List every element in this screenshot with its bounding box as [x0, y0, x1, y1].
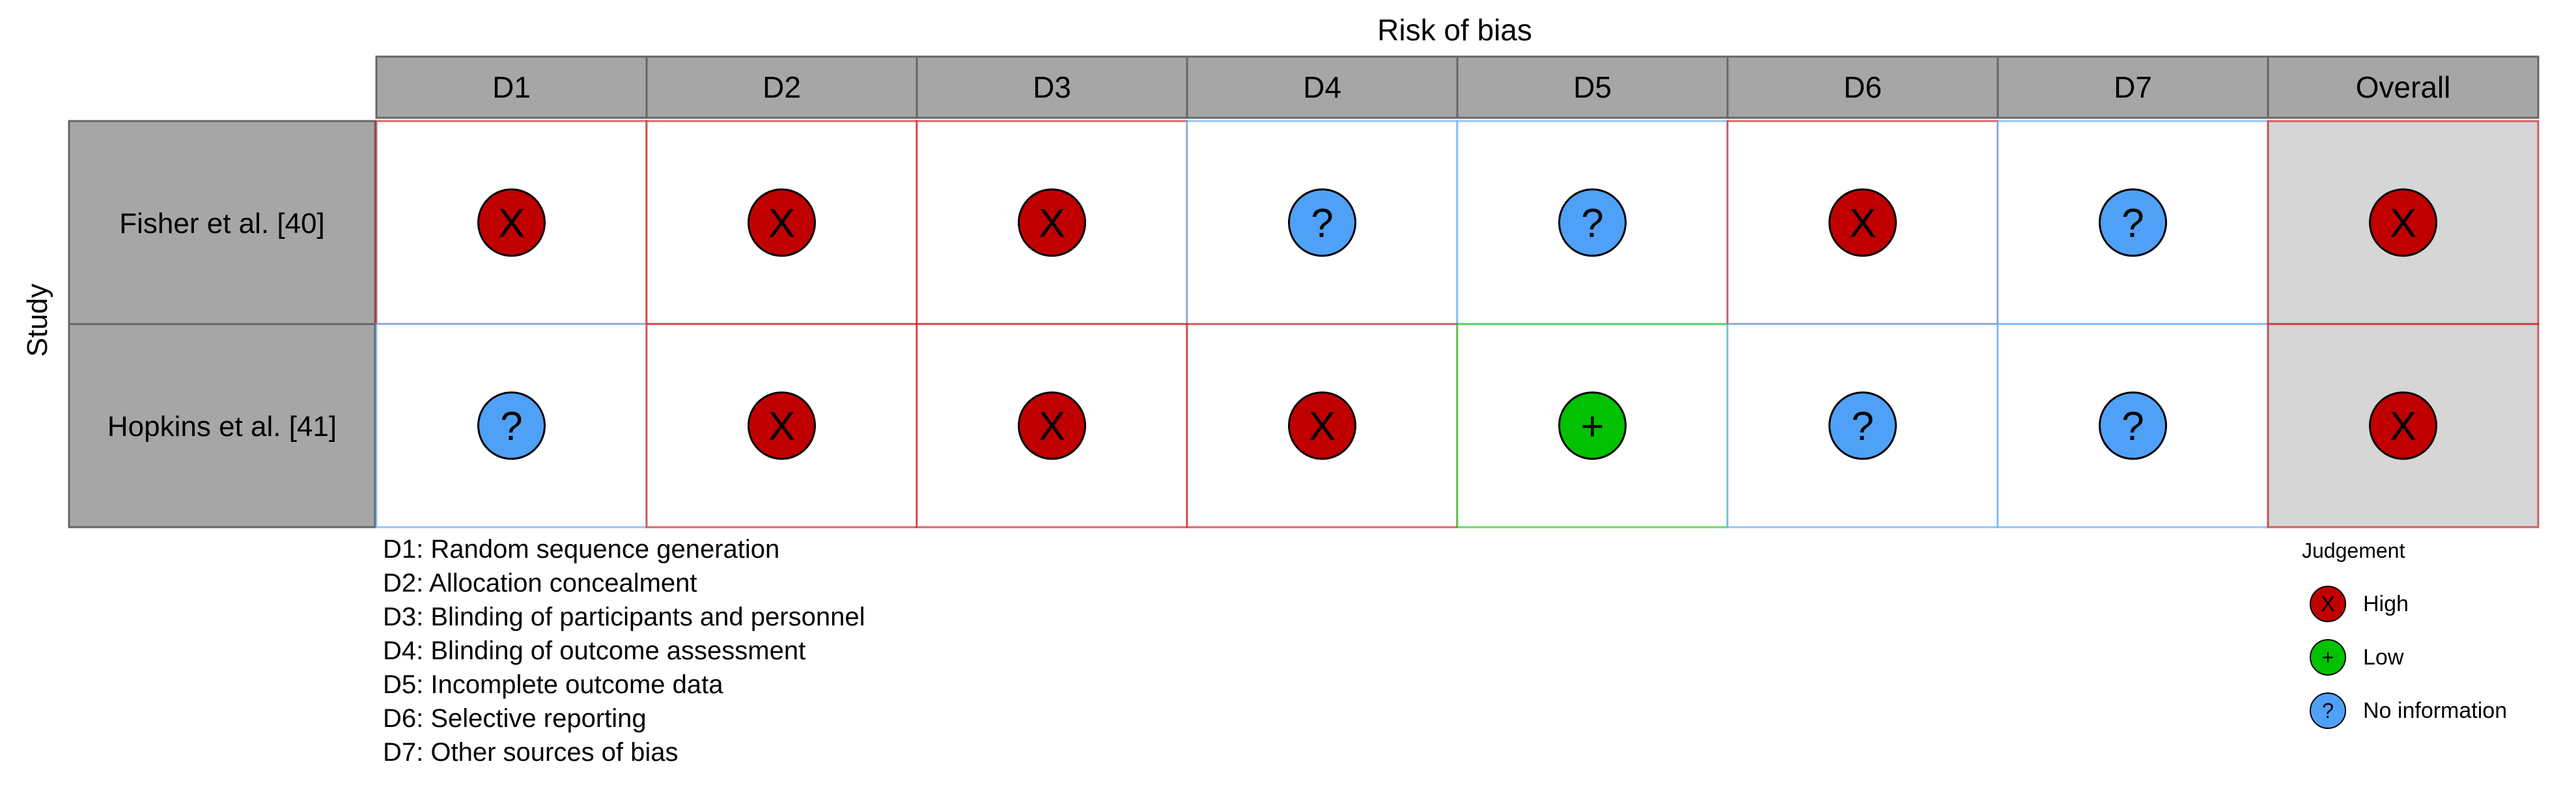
judgement-legend-label: Low: [2363, 644, 2404, 670]
domain-header-cell: [375, 55, 648, 119]
judgement-noinfo-marker: [2099, 188, 2167, 257]
judgement-legend-item: + Low: [2302, 631, 2507, 684]
judgement-symbol: +: [1580, 404, 1604, 449]
judgement-high-marker: [1828, 188, 1897, 257]
judgement-symbol: ?: [2121, 404, 2144, 449]
chart-title: Risk of bias: [1377, 13, 1532, 47]
judgement-noinfo-marker: [1288, 188, 1356, 257]
domain-header-label: D1: [492, 70, 531, 104]
study-label-cell: [68, 323, 376, 528]
domain-header-cell: [916, 55, 1188, 119]
high-risk-icon: X: [2310, 586, 2346, 622]
svg-text:+: +: [2322, 646, 2334, 669]
study-label-cell: [68, 120, 376, 325]
study-label: Hopkins et al. [41]: [107, 411, 337, 443]
judgement-symbol: X: [2390, 404, 2416, 449]
judgement-legend-label: High: [2363, 591, 2409, 616]
domain-header-label: Overall: [2356, 70, 2451, 104]
domain-definition: D2: Allocation concealment: [383, 569, 697, 597]
domain-definition: D5: Incomplete outcome data: [383, 670, 723, 699]
judgement-symbol: X: [1039, 404, 1065, 449]
judgement-symbol: X: [1849, 201, 1876, 246]
judgement-noinfo-marker: [2099, 391, 2167, 460]
judgement-symbol: ?: [1851, 404, 1873, 449]
judgement-symbol: X: [1309, 404, 1336, 449]
domain-header-label: D6: [1843, 70, 1882, 104]
no-information-icon: ?: [2310, 692, 2346, 729]
judgement-legend-title: Judgement: [2302, 539, 2405, 562]
judgement-symbol: X: [768, 201, 795, 246]
judgement-symbol: X: [1039, 201, 1065, 246]
judgement-symbol: ?: [500, 404, 522, 449]
judgement-high-marker: [1018, 391, 1086, 460]
judgement-noinfo-marker: [1558, 188, 1627, 257]
judgement-high-marker: [2369, 391, 2437, 460]
judgement-symbol: ?: [1581, 201, 1603, 246]
domain-header-cell: [1726, 55, 1999, 119]
judgement-high-marker: [748, 391, 816, 460]
domain-definition: D7: Other sources of bias: [383, 738, 679, 767]
judgement-cell: [1996, 323, 2269, 528]
judgement-symbol: X: [2390, 201, 2416, 246]
risk-grid: D1 D2 D3 D4 D5 D6 D7 Overall Fisher et al. [40] X…: [68, 55, 2540, 528]
domain-definition: D3: Blinding of participants and personn…: [383, 603, 865, 631]
low-risk-icon: +: [2310, 639, 2346, 676]
judgement-noinfo-marker: [1828, 391, 1897, 460]
judgement-high-marker: [477, 188, 546, 257]
row-axis-label: Study: [21, 284, 53, 357]
judgement-high-marker: [748, 188, 816, 257]
judgement-legend-label: No information: [2363, 698, 2508, 723]
domain-header-cell: [2267, 55, 2540, 119]
domain-header-cell: [1996, 55, 2269, 119]
judgement-legend: Judgement X High + Low ? No information: [2302, 539, 2507, 737]
domain-header-label: D3: [1033, 70, 1071, 104]
judgement-legend-item: X High: [2302, 577, 2507, 631]
domain-header-label: D7: [2114, 70, 2152, 104]
domain-header-cell: [645, 55, 918, 119]
domain-header-label: D4: [1303, 70, 1341, 104]
domain-definition: D4: Blinding of outcome assessment: [383, 637, 806, 665]
judgement-high-marker: [1018, 188, 1086, 257]
domain-header-label: D5: [1573, 70, 1612, 104]
svg-text:?: ?: [2322, 699, 2334, 722]
judgement-low-marker: [1558, 391, 1627, 460]
judgement-symbol: X: [768, 404, 795, 449]
domain-definition: D6: Selective reporting: [383, 704, 647, 733]
judgement-noinfo-marker: [477, 391, 546, 460]
domain-definition: D1: Random sequence generation: [383, 535, 780, 564]
judgement-high-marker: [2369, 188, 2437, 257]
judgement-symbol: ?: [2121, 201, 2144, 246]
judgement-symbol: X: [498, 201, 525, 246]
judgement-legend-item: ? No information: [2302, 684, 2507, 737]
domain-header-label: D2: [763, 70, 801, 104]
domain-header-cell: [1186, 55, 1459, 119]
svg-text:X: X: [2321, 592, 2334, 616]
judgement-high-marker: [1288, 391, 1356, 460]
domain-definitions: D1: Random sequence generation D2: Alloc…: [383, 532, 865, 769]
judgement-symbol: ?: [1311, 201, 1333, 246]
study-label: Fisher et al. [40]: [119, 208, 324, 240]
